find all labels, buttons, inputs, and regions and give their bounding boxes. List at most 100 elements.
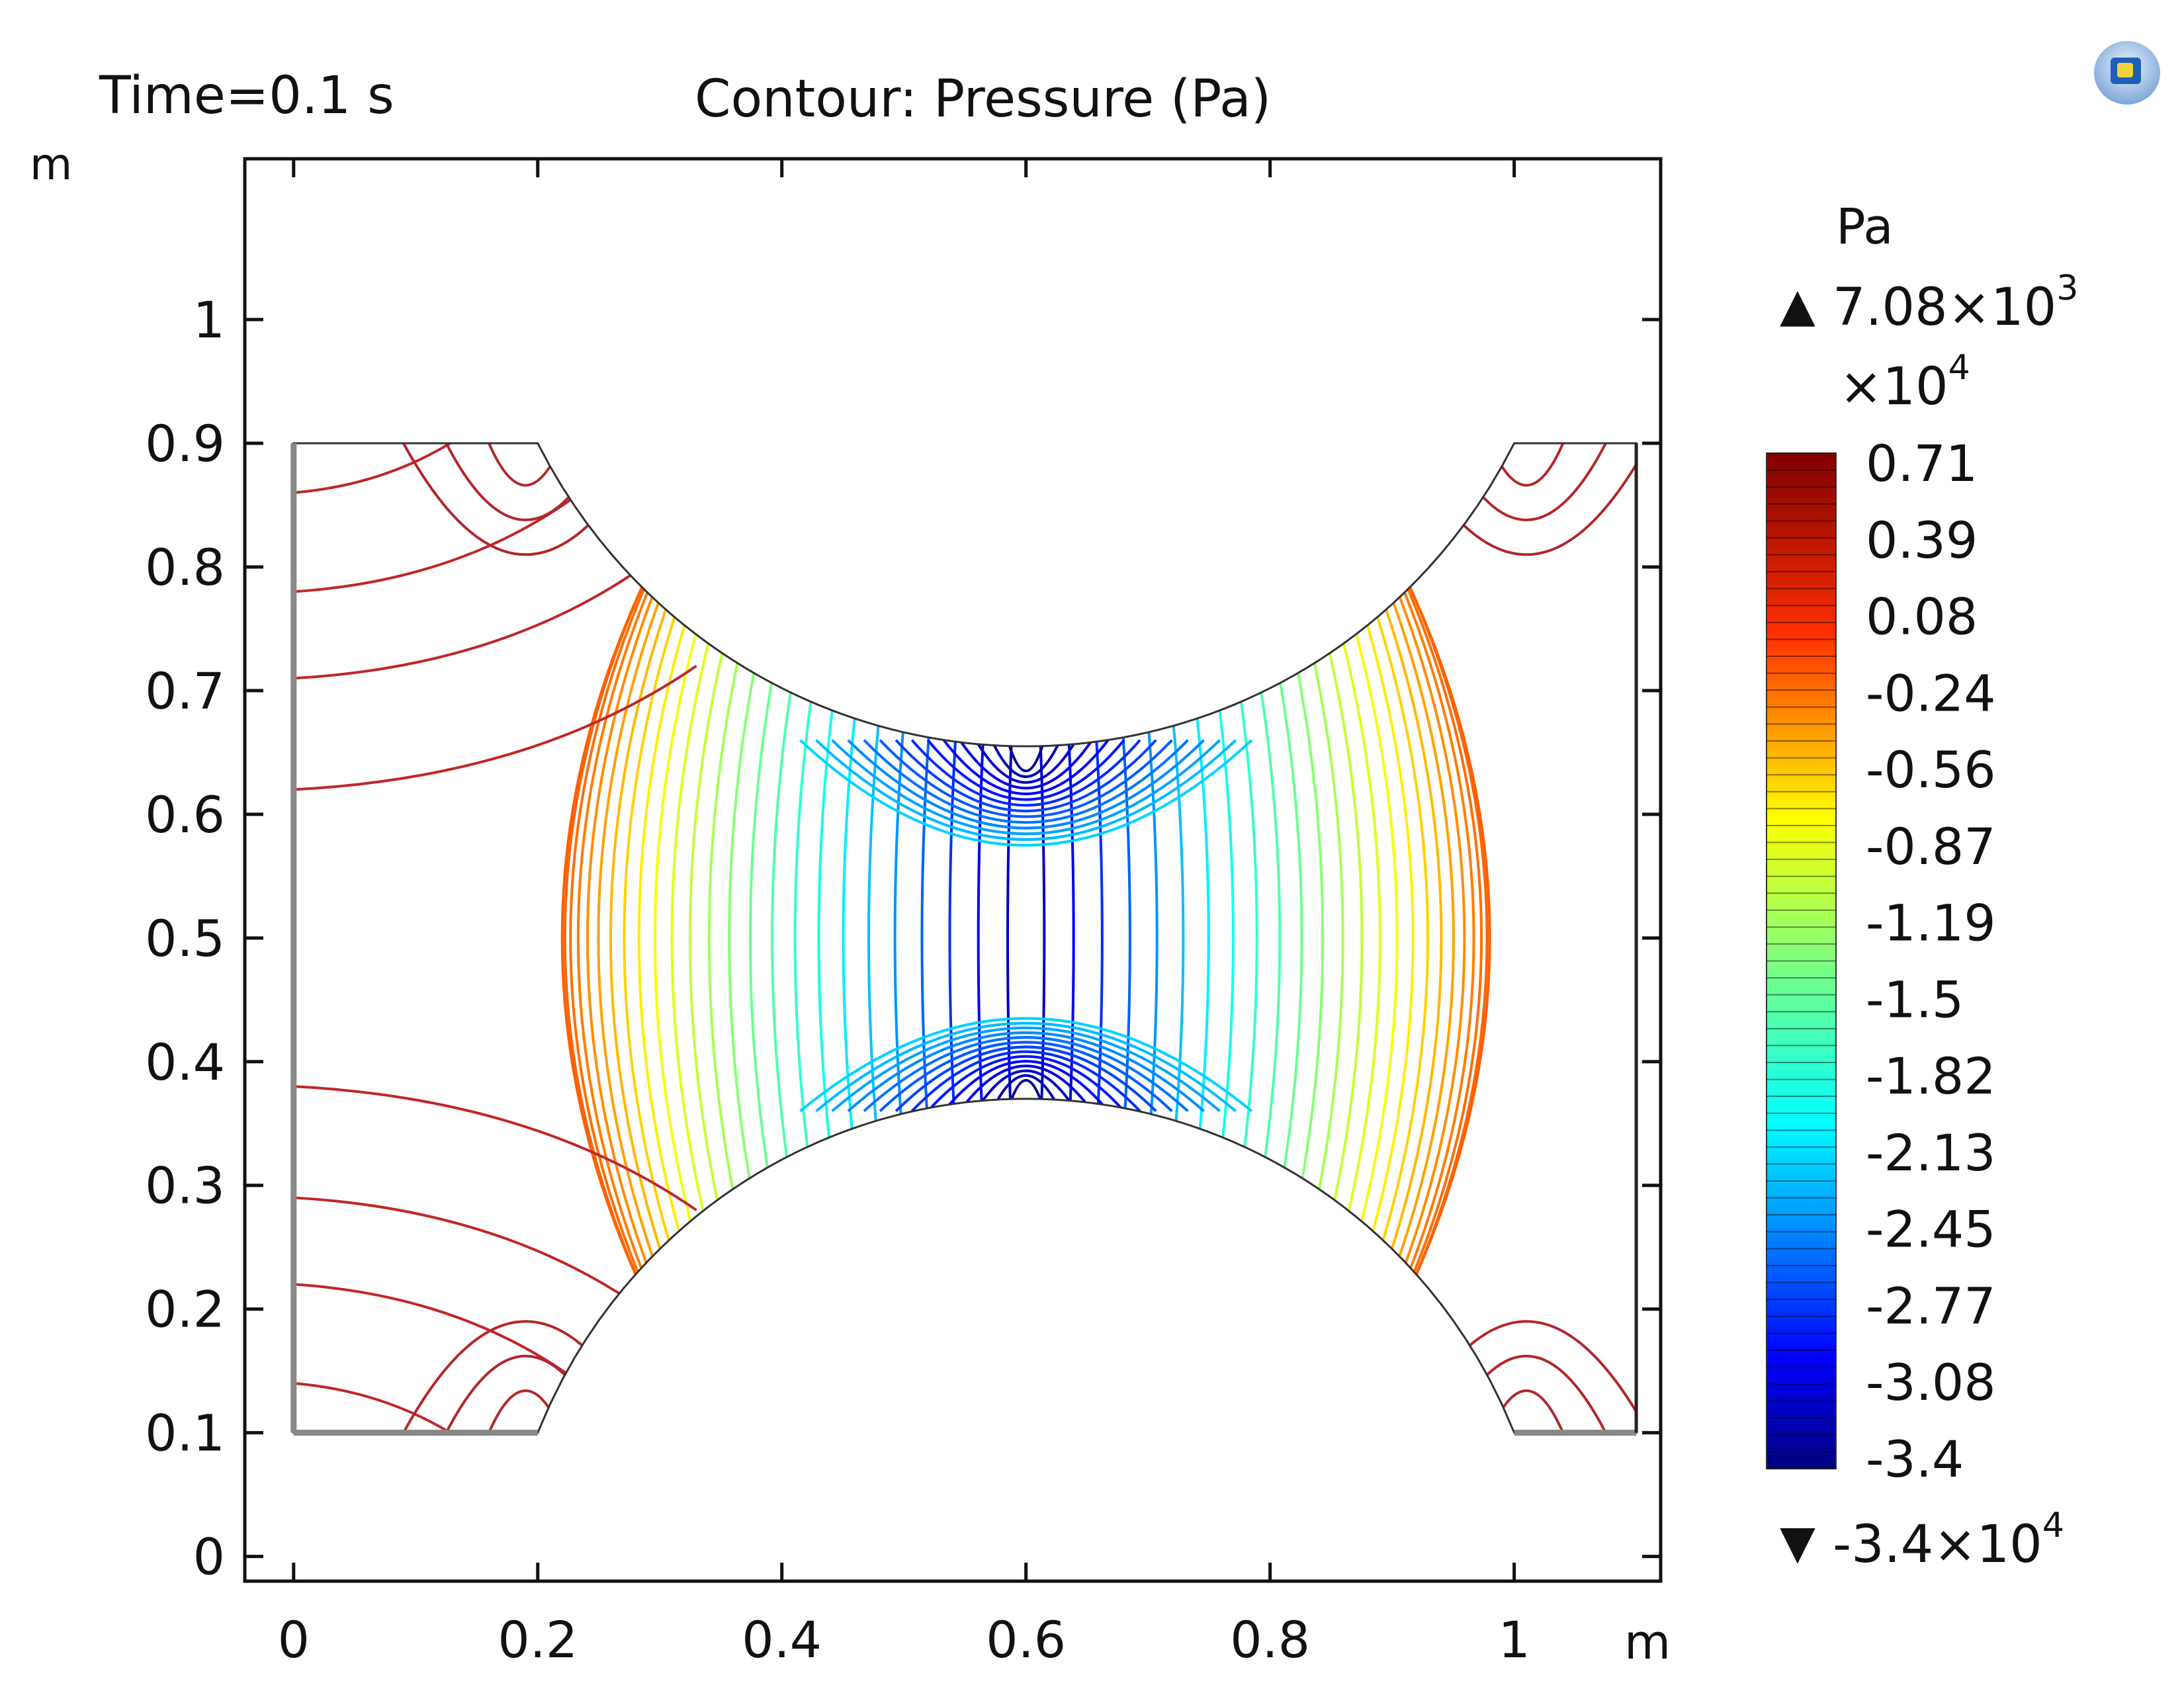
contour-line <box>942 739 1110 795</box>
colorbar-tick-label: -2.77 <box>1866 1276 1996 1335</box>
contour-line <box>799 1017 1253 1113</box>
contour-line <box>863 1036 1189 1113</box>
contour-line <box>1006 443 1033 1433</box>
y-tick-label: 0.2 <box>145 1280 225 1339</box>
contour-line <box>1149 443 1210 1433</box>
x-tick-label: 0.8 <box>1230 1610 1310 1669</box>
contour-line <box>831 739 1221 836</box>
contour-line <box>1488 443 1565 487</box>
contour-line <box>1087 443 1131 1433</box>
x-axis-unit: m <box>1624 1614 1671 1670</box>
contour-line <box>293 1085 697 1211</box>
contour-line <box>910 739 1141 807</box>
contour-line <box>847 739 1205 830</box>
y-tick-label: 0.6 <box>145 785 225 844</box>
x-tick-label: 0.2 <box>498 1610 578 1669</box>
contour-line <box>926 739 1125 801</box>
contour-line <box>293 664 697 791</box>
colorbar-multiplier: ×10 4 <box>1839 348 1970 417</box>
contour-line <box>402 443 649 556</box>
colorbar-tick-label: -2.13 <box>1866 1123 1996 1182</box>
y-tick-label: 0.9 <box>145 414 225 473</box>
y-tick-label: 0 <box>193 1528 225 1586</box>
contour-line <box>879 1041 1173 1113</box>
contour-line <box>488 1389 564 1433</box>
colorbar-multiplier-exp: 4 <box>1948 348 1970 388</box>
contour-line <box>1168 443 1235 1433</box>
contour-line <box>402 1320 649 1433</box>
colorbar-multiplier-value: ×10 <box>1839 357 1948 417</box>
contour-lines <box>293 443 1637 1433</box>
colorbar-tick-label: -1.82 <box>1866 1047 1996 1105</box>
colorbar-max-exp: 3 <box>2056 269 2079 308</box>
x-tick-label: 0.4 <box>742 1610 822 1669</box>
colorbar-tick-label: -1.19 <box>1866 894 1996 953</box>
contour-line <box>942 1060 1110 1112</box>
contour-line <box>1203 443 1282 1433</box>
y-tick-label: 0.1 <box>145 1404 225 1463</box>
time-label: Time=0.1 s <box>99 66 394 126</box>
contour-line <box>1186 443 1258 1433</box>
contour-line <box>879 739 1173 818</box>
plot-frame <box>243 157 1663 1583</box>
colorbar-tick-label: -2.45 <box>1866 1200 1996 1259</box>
contour-line <box>895 739 1157 812</box>
contour-line <box>670 443 776 1433</box>
colorbar-min-value: -3.4×10 <box>1833 1515 2042 1575</box>
colorbar-gradient <box>1766 453 1837 1469</box>
x-tick-label: 0 <box>278 1610 310 1669</box>
colorbar-tick-label: 0.71 <box>1866 434 1978 493</box>
y-axis-unit: m <box>30 139 73 190</box>
contour-line <box>842 443 903 1433</box>
contour-line <box>1006 1079 1046 1112</box>
contour-line <box>1403 1320 1637 1433</box>
contour-line <box>990 739 1062 778</box>
contour-line <box>895 1045 1157 1112</box>
contour-line <box>959 1064 1094 1112</box>
contour-line <box>847 1031 1205 1113</box>
colorbar-tick-label: -1.5 <box>1866 970 1964 1029</box>
contour-line <box>863 739 1189 824</box>
colorbar-tick-label: -3.08 <box>1866 1353 1996 1412</box>
y-tick-label: 0.5 <box>145 909 225 968</box>
contour-line <box>1446 443 1607 521</box>
contour-line <box>1065 443 1104 1433</box>
comsol-logo-icon[interactable] <box>2091 36 2163 109</box>
y-tick-label: 0.7 <box>145 662 225 720</box>
contour-line <box>445 1355 607 1433</box>
min-arrow-icon: ▼ <box>1780 1515 1815 1569</box>
colorbar-max-value: 7.08×10 <box>1833 278 2057 337</box>
colorbar-tick-label: -3.4 <box>1866 1430 1964 1489</box>
colorbar-tick-label: 0.39 <box>1866 511 1978 570</box>
contour-line <box>920 443 965 1433</box>
contour-line <box>1018 443 1046 1433</box>
colorbar-min-exp: 4 <box>2042 1506 2064 1545</box>
contour-line <box>293 1196 661 1322</box>
contour-line <box>293 1381 539 1433</box>
contour-line <box>793 443 866 1433</box>
contour-line <box>569 443 719 1433</box>
contour-line <box>1250 443 1344 1433</box>
contour-line <box>975 1069 1078 1112</box>
contour-line <box>1109 443 1158 1433</box>
colorbar-max-label: ▲ 7.08×10 3 <box>1780 269 2078 337</box>
contour-line <box>831 1026 1221 1113</box>
contour-line <box>771 443 849 1433</box>
domain-boundary <box>290 442 1638 1436</box>
y-tick-label: 0.4 <box>145 1033 225 1092</box>
contour-line <box>977 443 1010 1433</box>
colorbar-min-label: ▼ -3.4×10 4 <box>1780 1506 2064 1575</box>
contour-line <box>815 739 1237 841</box>
contour-line <box>958 739 1094 790</box>
contour-line <box>1042 443 1075 1433</box>
colorbar-tick-label: -0.56 <box>1866 740 1996 799</box>
y-tick-label: 1 <box>193 290 225 349</box>
contour-line <box>1276 443 1381 1433</box>
y-tick-label: 0.8 <box>145 538 225 597</box>
colorbar-unit: Pa <box>1836 198 1894 255</box>
colorbar-tick-label: -0.87 <box>1866 817 1996 876</box>
contour-line <box>293 553 661 680</box>
max-arrow-icon: ▲ <box>1780 278 1815 332</box>
y-tick-label: 0.3 <box>145 1156 225 1215</box>
